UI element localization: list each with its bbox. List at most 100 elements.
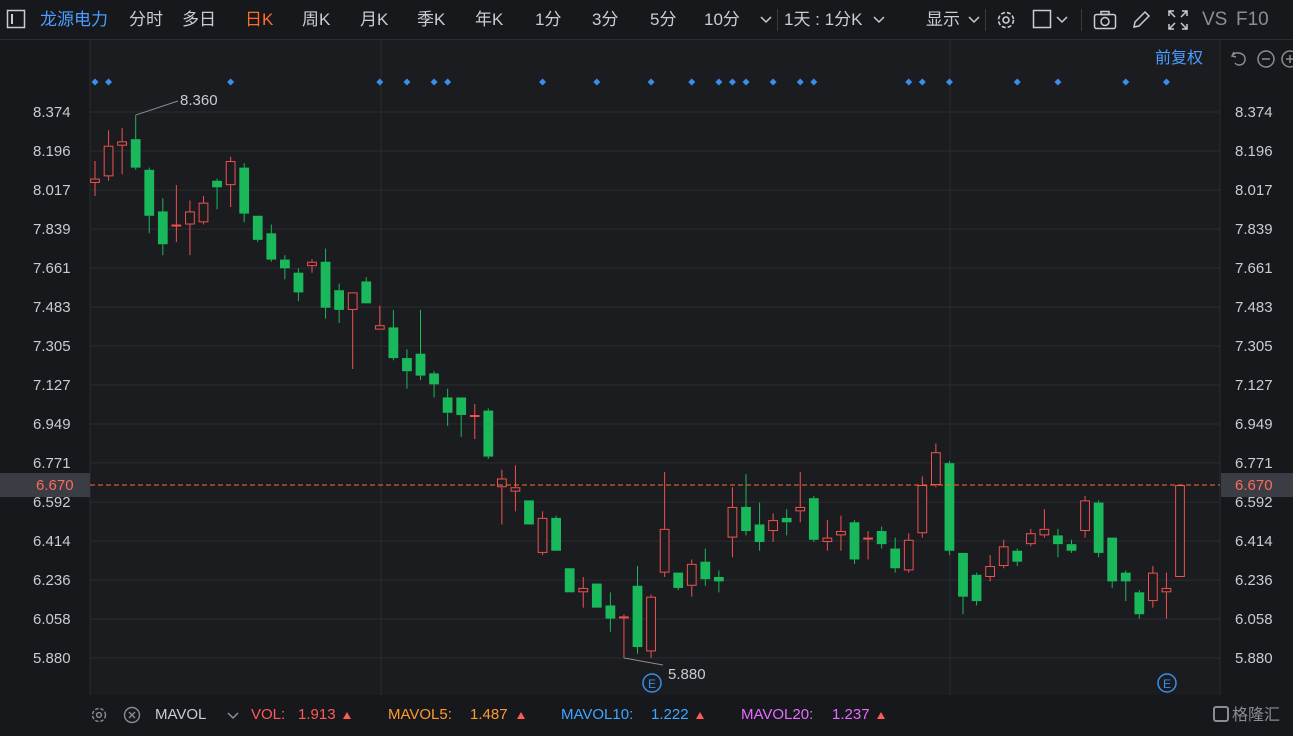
e-badge-letter: E: [648, 677, 656, 691]
candle-body: [795, 506, 806, 512]
display-chevron-icon[interactable]: [967, 14, 981, 26]
tab-5min[interactable]: 5分: [650, 10, 677, 29]
more-periods-chevron-icon[interactable]: [759, 14, 773, 26]
candlestick-chart[interactable]: 8.374 8.196 8.017 7.839 7.661 7.483 7.305 7.127…: [0, 40, 1293, 736]
y-tick-label-left: 6.236: [33, 572, 71, 589]
vs-compare-button[interactable]: VS: [1202, 9, 1228, 30]
candle-up: [347, 292, 358, 370]
f10-button[interactable]: F10: [1236, 9, 1269, 30]
candle-body: [469, 414, 480, 417]
candle-body: [903, 539, 914, 571]
candle-body: [347, 292, 358, 310]
candle-body: [334, 290, 345, 310]
candle-down: [1053, 528, 1063, 558]
candle-down: [415, 309, 426, 380]
candle-body: [266, 233, 277, 260]
indicator-close-icon[interactable]: [123, 706, 141, 724]
y-tick-label-right: 7.127: [1235, 377, 1273, 394]
candle-body: [876, 531, 887, 545]
candle-up: [171, 185, 182, 243]
candle-down: [1066, 539, 1077, 553]
camera-icon[interactable]: [1093, 10, 1117, 30]
stock-name[interactable]: 龙源电力: [40, 10, 108, 29]
candle-body: [944, 463, 955, 551]
event-dot: [905, 78, 913, 86]
zoom-in-icon[interactable]: [1280, 49, 1293, 69]
tab-10min[interactable]: 10分: [704, 10, 740, 29]
candle-up: [863, 531, 873, 560]
layout-square-icon[interactable]: [1032, 9, 1052, 29]
pencil-icon[interactable]: [1130, 9, 1152, 31]
tab-yearly-k[interactable]: 年K: [475, 10, 504, 29]
zoom-out-icon[interactable]: [1256, 49, 1276, 69]
candle-down: [1120, 570, 1131, 602]
candle-down: [388, 309, 399, 361]
indicator-settings-gear-icon[interactable]: [90, 706, 108, 724]
event-dot: [918, 78, 926, 86]
candle-body: [212, 180, 222, 188]
candle-body: [537, 517, 548, 553]
candle-down: [808, 495, 819, 542]
candle-down: [1012, 548, 1023, 567]
y-tick-label-right: 6.414: [1235, 533, 1273, 550]
y-tick-label-right: 5.880: [1235, 650, 1273, 667]
candle-body: [836, 531, 846, 536]
tab-daily-k[interactable]: 日K: [245, 10, 274, 29]
y-tick-label-left: 8.374: [33, 104, 71, 121]
candle-up: [1175, 485, 1185, 577]
tab-3min[interactable]: 3分: [592, 10, 619, 29]
mavol20-value: 1.237: [832, 706, 870, 723]
tab-intraday[interactable]: 分时: [129, 10, 163, 29]
period-combo[interactable]: 1天 : 1分K: [784, 10, 863, 29]
candle-down: [1107, 537, 1118, 588]
candle-up: [1025, 528, 1036, 547]
candle-body: [198, 202, 209, 223]
y-tick-label-right: 6.592: [1235, 494, 1273, 511]
candle-body: [1147, 572, 1158, 602]
tab-weekly-k[interactable]: 周K: [302, 10, 331, 29]
candle-body: [374, 325, 385, 330]
settings-gear-icon[interactable]: [995, 9, 1017, 31]
candle-body: [185, 211, 195, 225]
candle-up: [117, 128, 128, 175]
candle-body: [361, 281, 372, 304]
event-dot: [1162, 78, 1170, 86]
candle-up: [469, 404, 480, 440]
event-dot: [376, 78, 384, 86]
event-dot: [444, 78, 452, 86]
undo-icon[interactable]: [1229, 49, 1249, 69]
candle-body: [849, 522, 860, 560]
layout-chevron-icon[interactable]: [1055, 14, 1069, 26]
candle-down: [239, 163, 250, 223]
event-dot: [105, 78, 113, 86]
candle-body: [1161, 587, 1172, 593]
candle-body: [741, 506, 751, 532]
candle-body: [239, 167, 250, 214]
fullscreen-icon[interactable]: [1167, 9, 1189, 31]
candle-down: [279, 255, 290, 280]
candle-body: [144, 169, 155, 216]
tab-1min[interactable]: 1分: [535, 10, 562, 29]
tab-quarterly-k[interactable]: 季K: [417, 10, 446, 29]
candle-up: [768, 513, 779, 542]
y-tick-label-right: 8.196: [1235, 143, 1273, 160]
event-dot: [1013, 78, 1021, 86]
y-tick-label-left: 5.880: [33, 650, 71, 667]
indicator-chevron-icon[interactable]: [226, 710, 240, 722]
indicator-name[interactable]: MAVOL: [155, 706, 207, 723]
candle-body: [930, 452, 941, 486]
candle-body: [890, 548, 901, 569]
candle-down: [442, 388, 453, 426]
sidebar-toggle-icon[interactable]: [6, 9, 26, 29]
candle-body: [1175, 485, 1185, 577]
candle-down: [632, 566, 643, 654]
display-menu[interactable]: 显示: [926, 10, 960, 29]
candle-body: [496, 478, 507, 488]
candle-body: [1093, 502, 1104, 553]
tab-multi-day[interactable]: 多日: [182, 10, 216, 29]
price-adjust-button[interactable]: 前复权: [1155, 50, 1204, 67]
combo-chevron-icon[interactable]: [872, 14, 886, 26]
y-tick-label-left: 8.017: [33, 182, 71, 199]
candle-down: [130, 115, 141, 170]
tab-monthly-k[interactable]: 月K: [360, 10, 389, 29]
